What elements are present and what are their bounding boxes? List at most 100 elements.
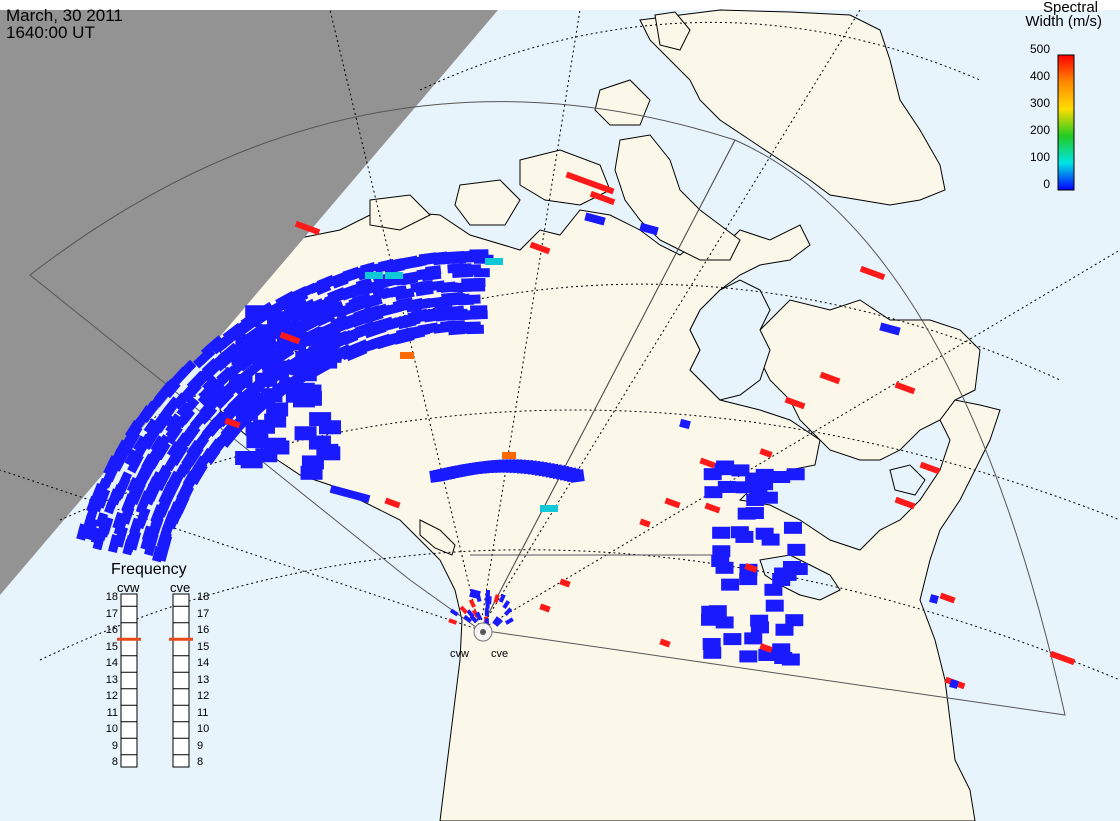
echo-cell-low-width [242,350,265,365]
meridian-5 [0,469,481,631]
echo-cell-high-width [664,497,681,509]
echo-cell-low-width [764,583,783,596]
echo-cell-low-width [502,600,511,609]
echo-cell-low-width [178,359,197,378]
echo-cell-low-width [202,375,220,393]
frequency-scale-label: 8 [111,756,118,768]
echo-cell-high-width [859,265,886,281]
echo-cell-mid-width [502,452,516,459]
echo-cell-low-width [765,599,784,612]
arctic-island-2 [454,179,521,226]
colorbar [1057,54,1075,191]
echo-cell-low-width [284,300,307,315]
echo-cell-low-width [739,650,758,663]
latitude-circle-3 [59,409,1120,521]
echo-cell-high-width [699,457,716,469]
echo-cell-low-width [299,384,322,399]
colorbar-tick: 300 [1029,96,1050,110]
echo-cell-mid-width [485,258,503,265]
echo-cell-high-width [894,496,916,510]
water-bodies [689,279,926,601]
frequency-scale-label: 14 [197,657,210,669]
echo-cell-low-width [492,616,501,626]
echo-cell-low-width [230,373,253,388]
frequency-bars [117,593,193,768]
echo-cell-low-width [264,437,287,452]
echo-cell-low-width [309,412,332,427]
echo-cell-low-width [461,294,481,305]
frequency-scale-label: 18 [197,591,210,603]
date-label: March, 30 2011 [6,6,123,25]
field-of-view [29,101,1066,716]
echo-cell-high-width [468,598,476,608]
echo-cell-low-width [755,468,774,481]
arctic-island-3 [369,194,431,231]
echo-cell-low-width [266,402,289,417]
echo-cell-low-width [785,614,804,627]
cve-fov-outline [479,139,1066,716]
time-label: 1640:00 UT [6,23,95,42]
frequency-scale-label: 13 [197,673,210,686]
echo-cell-low-width [679,418,691,430]
echo-cell-high-width [1049,650,1076,666]
echo-cell-high-width [704,502,721,514]
echo-cell-low-width [183,396,200,414]
baffin-island-land [614,134,741,261]
echo-cell-high-width [459,605,468,615]
echo-cell-low-width [712,545,731,558]
echo-cell-low-width [503,607,513,616]
colorbar-gradient [1057,54,1075,191]
echo-cell-low-width [329,484,371,504]
frequency-scale-label: 15 [105,640,118,653]
frequency-scale-label: 8 [197,756,204,768]
echo-cell-low-width [711,555,730,568]
echo-cell-low-width [166,413,183,431]
echo-cell-low-width [721,578,740,591]
echo-cell-low-width [485,590,490,599]
frequency-scale-label: 9 [111,739,118,752]
cvw-fov-outline [29,101,736,631]
station-marker-dot [480,629,486,635]
echo-cell-low-width [245,305,268,320]
echo-cell-low-width [297,331,320,346]
echo-cell-low-width [787,543,806,556]
echo-cell-low-width [155,464,171,482]
echo-cell-low-width [484,608,489,617]
radar-stations [473,622,493,642]
echo-cell-low-width [275,290,297,308]
latitude-circle-4 [39,549,1120,681]
echo-cell-low-width [359,261,377,275]
frequency-scale-label: 11 [106,706,118,719]
frequency-scale-label: 10 [197,723,210,735]
gulf-st-lawrence [889,464,926,496]
echo-cell-low-width [730,526,749,539]
echo-cell-low-width [929,594,939,604]
echo-cell-low-width [475,593,482,603]
echo-cell-low-width [775,623,794,636]
echo-cell-high-width [744,563,758,573]
echo-cell-low-width [294,426,317,441]
echo-cell-low-width [318,326,341,341]
echo-cell-high-width [759,643,773,653]
frequency-scale-label: 12 [105,690,118,702]
arctic-island-4 [594,79,651,126]
echo-cell-low-width [717,480,736,493]
echo-cell-low-width [949,679,959,689]
echo-cell-low-width [136,506,151,527]
echo-cell-low-width [504,617,514,625]
echo-cell-low-width [716,460,735,473]
echo-cell-low-width [235,450,258,465]
echo-cell-low-width [750,614,769,627]
echo-cell-low-width [253,331,276,346]
echo-cell-high-width [759,448,773,458]
echo-cell-low-width [318,446,341,461]
colorbar-title-line2: Width (m/s) [1025,13,1102,30]
echo-cell-mid-width [385,272,403,279]
echo-cell-low-width [99,516,114,535]
echo-cell-high-width [279,331,301,345]
echo-cell-low-width [260,388,283,403]
echo-cell-high-width [589,190,616,206]
echo-cell-low-width [702,638,721,651]
colorbar-tick: 500 [1029,42,1050,56]
echo-cell-low-width [305,307,328,322]
